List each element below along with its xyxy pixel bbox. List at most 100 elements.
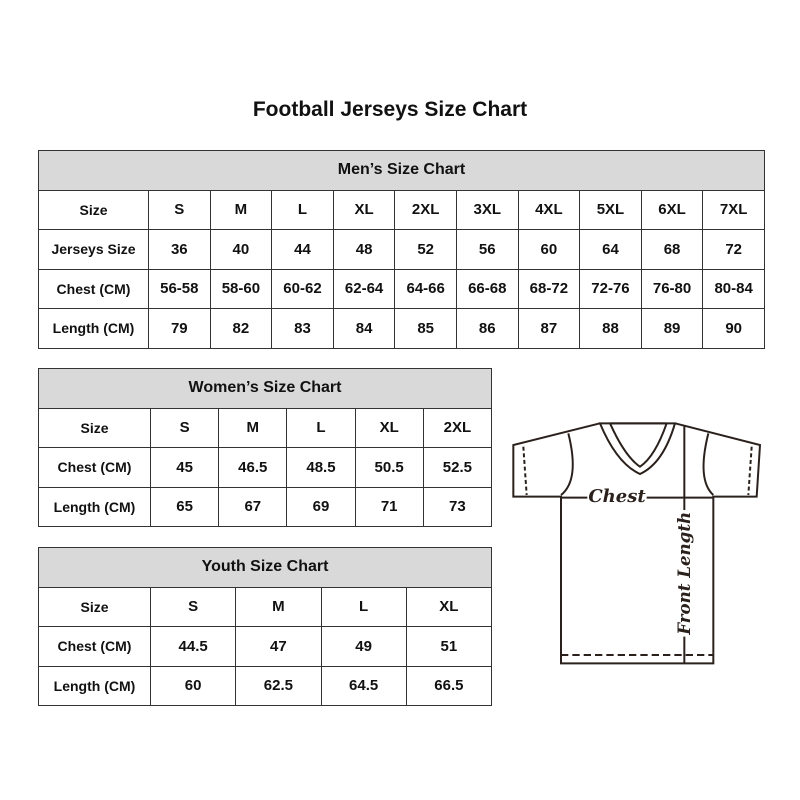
- table-cell: 83: [271, 308, 334, 349]
- table-cell: 52: [394, 229, 457, 270]
- table-cell: XL: [354, 407, 424, 448]
- row-label: Size: [38, 189, 149, 230]
- row-label: Chest (CM): [38, 447, 151, 488]
- youth-size-table: Youth Size Chart Size S M L XL Chest (CM) 44.5 4…: [37, 547, 493, 706]
- table-cell: 68-72: [517, 268, 581, 309]
- table-cell: 49: [320, 626, 407, 667]
- table-cell: 60: [149, 665, 237, 706]
- table-heading: Women’s Size Chart: [37, 368, 493, 409]
- table-cell: 58-60: [209, 268, 273, 309]
- table-cell: M: [209, 189, 273, 230]
- table-cell: 36: [148, 229, 211, 270]
- row-label: Length (CM): [38, 665, 151, 706]
- table-row: Size S M L XL 2XL 3XL 4XL 5XL 6XL 7XL: [38, 189, 765, 230]
- table-cell: 56-58: [148, 268, 211, 309]
- table-cell: 46.5: [218, 447, 288, 488]
- table-cell: M: [235, 586, 322, 627]
- neckline: [598, 422, 677, 476]
- table-cell: XL: [332, 189, 396, 230]
- table-cell: 73: [422, 486, 493, 527]
- table-cell: S: [149, 407, 220, 448]
- table-cell: 4XL: [517, 189, 581, 230]
- front-length-label: Front Length: [674, 512, 694, 636]
- page-title: Football Jerseys Size Chart: [252, 98, 528, 121]
- chest-label: Chest: [588, 486, 646, 507]
- table-row: Length (CM) 60 62.5 64.5 66.5: [38, 665, 493, 706]
- table-cell: 56: [455, 229, 519, 270]
- table-cell: 44: [271, 229, 334, 270]
- table-row: Length (CM) 65 67 69 71 73: [38, 486, 493, 527]
- table-cell: 45: [149, 447, 220, 488]
- table-cell: 89: [640, 308, 704, 349]
- left-armhole: [560, 433, 574, 496]
- table-cell: 68: [640, 229, 704, 270]
- table-cell: 50.5: [354, 447, 424, 488]
- table-cell: 60: [517, 229, 581, 270]
- table-heading: Youth Size Chart: [37, 547, 493, 588]
- row-label: Chest (CM): [38, 626, 151, 667]
- table-cell: 76-80: [640, 268, 704, 309]
- table-cell: XL: [405, 586, 493, 627]
- table-row: Chest (CM) 56-58 58-60 60-62 62-64 64-66 66-68…: [38, 268, 765, 309]
- table-cell: 90: [702, 308, 765, 349]
- table-cell: 66.5: [405, 665, 493, 706]
- table-cell: 62.5: [235, 665, 322, 706]
- table-cell: 7XL: [702, 189, 765, 230]
- table-cell: 82: [209, 308, 273, 349]
- table-cell: 60-62: [271, 268, 334, 309]
- table-cell: 40: [209, 229, 273, 270]
- table-cell: 6XL: [640, 189, 704, 230]
- table-cell: 66-68: [455, 268, 519, 309]
- table-cell: 72-76: [579, 268, 642, 309]
- table-cell: 71: [354, 486, 424, 527]
- table-cell: L: [271, 189, 334, 230]
- table-cell: 3XL: [455, 189, 519, 230]
- row-label: Length (CM): [38, 308, 149, 349]
- table-cell: L: [286, 407, 356, 448]
- jersey-diagram: Chest Front Length: [512, 422, 762, 665]
- table-cell: S: [148, 189, 211, 230]
- table-cell: L: [320, 586, 407, 627]
- table-cell: 64: [579, 229, 642, 270]
- table-cell: 79: [148, 308, 211, 349]
- shirt-outline: [512, 422, 762, 665]
- table-cell: 88: [579, 308, 642, 349]
- table-cell: M: [218, 407, 288, 448]
- table-row: Length (CM) 79 82 83 84 85 86 87 88 89 90: [38, 308, 765, 349]
- table-cell: 86: [455, 308, 519, 349]
- table-row: Size S M L XL 2XL: [38, 407, 493, 448]
- table-cell: 52.5: [422, 447, 493, 488]
- table-cell: 44.5: [149, 626, 237, 667]
- row-label: Size: [38, 586, 151, 627]
- womens-size-table: Women’s Size Chart Size S M L XL 2XL Chest (CM)…: [37, 368, 493, 527]
- table-cell: 69: [286, 486, 356, 527]
- table-cell: 84: [332, 308, 396, 349]
- table-cell: 2XL: [422, 407, 493, 448]
- row-label: Jerseys Size: [38, 229, 149, 270]
- table-cell: S: [149, 586, 237, 627]
- row-label: Chest (CM): [38, 268, 149, 309]
- table-cell: 51: [405, 626, 493, 667]
- table-cell: 72: [702, 229, 765, 270]
- row-label: Length (CM): [38, 486, 151, 527]
- table-cell: 67: [218, 486, 288, 527]
- right-armhole: [702, 433, 715, 496]
- table-cell: 64-66: [394, 268, 457, 309]
- table-cell: 2XL: [394, 189, 457, 230]
- table-cell: 48.5: [286, 447, 356, 488]
- table-row: Chest (CM) 44.5 47 49 51: [38, 626, 493, 667]
- table-cell: 80-84: [702, 268, 765, 309]
- table-cell: 48: [332, 229, 396, 270]
- table-cell: 85: [394, 308, 457, 349]
- table-heading: Men’s Size Chart: [38, 150, 765, 191]
- table-cell: 62-64: [332, 268, 396, 309]
- table-row: Jerseys Size 36 40 44 48 52 56 60 64 68 72: [38, 229, 765, 270]
- mens-size-table: Men’s Size Chart Size S M L XL 2XL 3XL 4XL 5XL 6XL…: [38, 150, 765, 349]
- table-cell: 65: [149, 486, 220, 527]
- table-cell: 47: [235, 626, 322, 667]
- table-row: Chest (CM) 45 46.5 48.5 50.5 52.5: [38, 447, 493, 488]
- table-cell: 5XL: [579, 189, 642, 230]
- table-cell: 87: [517, 308, 581, 349]
- row-label: Size: [38, 407, 151, 448]
- table-cell: 64.5: [320, 665, 407, 706]
